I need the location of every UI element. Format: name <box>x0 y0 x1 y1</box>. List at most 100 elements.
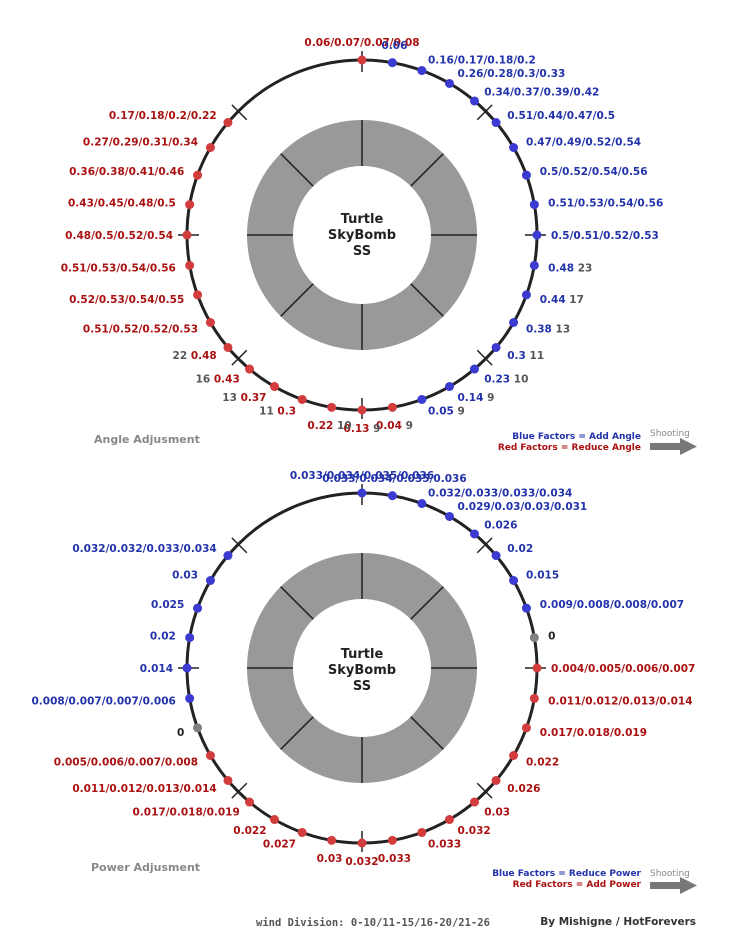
wind-label: 0.008/0.007/0.007/0.006 <box>31 695 175 707</box>
wind-dot <box>417 827 427 837</box>
angle-adjustment-diagram: 0.06/0.07/0.07/0.080.06 0.16/0.17/0.18/0.… <box>61 37 697 455</box>
wind-label: 0.017/0.018/0.019 <box>132 806 239 818</box>
wind-dot <box>185 200 195 210</box>
wind-dot <box>509 318 519 327</box>
wind-dot <box>469 529 479 539</box>
wind-dot <box>270 815 279 825</box>
ring-dividers <box>247 120 477 350</box>
wind-label: 11 0.3 <box>259 406 296 418</box>
wind-dot <box>223 551 233 561</box>
wind-dot <box>469 797 479 807</box>
factor-value: 0.44 <box>540 294 566 306</box>
wind-label: 0.43/0.45/0.48/0.5 <box>68 198 176 210</box>
wind-dot <box>529 693 539 703</box>
ring-tick <box>476 349 493 366</box>
wind-strength: 16 <box>196 373 211 385</box>
wind-dot <box>327 402 337 412</box>
wind-strength: 23 <box>578 262 593 274</box>
wind-label: 0.032/0.033/0.033/0.034 <box>428 487 572 499</box>
section-title: Power Adjusment <box>91 861 200 874</box>
factor-value: 0.3 <box>277 406 296 418</box>
center-label-line-3: SS <box>353 244 371 259</box>
wind-dot <box>205 751 215 760</box>
wind-dots <box>182 55 542 415</box>
factor-value: 0.22 <box>307 420 333 432</box>
wind-dot <box>387 835 397 845</box>
wind-label: 0.23 10 <box>484 373 528 385</box>
wind-label: 0.16/0.17/0.18/0.2 <box>428 54 536 66</box>
wind-dot <box>185 633 195 643</box>
wind-dot <box>417 66 427 76</box>
wind-label: 0.14 9 <box>458 392 495 404</box>
wind-dot <box>357 55 367 65</box>
wind-dot <box>297 827 307 837</box>
ring-tick <box>231 349 248 366</box>
center-label-line-3: SS <box>353 679 371 694</box>
ring-divider <box>410 716 444 750</box>
wind-strength: 13 <box>222 392 237 404</box>
wind-label: 0.05 9 <box>428 406 465 418</box>
wind-dot <box>297 394 307 404</box>
ring-tick <box>476 782 493 799</box>
ring-divider <box>280 153 314 187</box>
wind-dot <box>205 143 215 152</box>
ring-divider <box>410 283 444 317</box>
wind-dot <box>185 260 195 270</box>
wind-strength: 9 <box>458 406 465 418</box>
wind-label: 0.38 13 <box>526 324 570 336</box>
center-label-line-1: Turtle <box>341 647 384 662</box>
wind-dot <box>509 143 519 152</box>
wind-label: 0.026 <box>484 520 517 532</box>
wind-dot <box>205 318 215 327</box>
credit: By Mishigne / HotForevers <box>540 916 696 928</box>
wind-dot <box>491 342 501 352</box>
wind-label: 0.011/0.012/0.013/0.014 <box>72 783 216 795</box>
wind-label: 0 <box>548 631 555 643</box>
legend-blue: Blue Factors = Reduce Power <box>492 869 641 879</box>
wind-dot <box>245 797 255 807</box>
wind-label: 22 0.48 <box>173 350 217 362</box>
wind-strength: 9 <box>373 423 380 435</box>
wind-strength: 13 <box>556 324 571 336</box>
ring-tick <box>476 537 493 554</box>
wind-dot <box>491 551 501 561</box>
wind-label: 0.5/0.52/0.54/0.56 <box>540 166 648 178</box>
wind-label: 0 <box>177 727 184 739</box>
wind-dot <box>509 751 519 760</box>
wind-label: 13 0.37 <box>222 392 266 404</box>
wind-strength: 10 <box>337 420 352 432</box>
shooting-label: Shooting <box>650 429 690 439</box>
wind-label: 0.06/0.07/0.07/0.08 <box>304 37 419 49</box>
wind-label: 0.47/0.49/0.52/0.54 <box>526 137 641 149</box>
wind-dot <box>491 775 501 785</box>
factor-value: 0.04 <box>376 420 402 432</box>
wind-dot <box>529 200 539 210</box>
wind-dot <box>357 488 367 498</box>
factor-value: 0.48 <box>191 350 217 362</box>
legend-red: Red Factors = Reduce Angle <box>498 443 641 453</box>
wind-label: 0.017/0.018/0.019 <box>540 727 647 739</box>
wind-label: 0.5/0.51/0.52/0.53 <box>551 230 659 242</box>
wind-dot <box>491 118 501 128</box>
wind-label: 0.02 <box>507 543 533 555</box>
wind-dot <box>532 663 542 673</box>
wind-label: 0.22 10 <box>307 420 351 432</box>
shooting-arrow-icon <box>650 438 697 455</box>
wind-division-note: wind Division: 0-10/11-15/16-20/21-26 <box>256 917 490 929</box>
wind-dot <box>509 576 519 585</box>
wind-dot <box>469 364 479 374</box>
factor-value: 0.3 <box>507 350 526 362</box>
shooting-label: Shooting <box>650 869 690 879</box>
ring-tick <box>231 104 248 121</box>
ring-divider <box>410 586 444 620</box>
wind-strength: 9 <box>487 392 494 404</box>
wind-label: 0.03 <box>317 853 343 865</box>
wind-dot <box>245 364 255 374</box>
factor-value: 0.23 <box>484 373 510 385</box>
shooting-arrow-icon <box>650 877 697 894</box>
wind-label: 0.015 <box>526 570 559 582</box>
wind-label: 0.51/0.53/0.54/0.56 <box>61 262 176 274</box>
wind-labels: 0.033/0.034/0.035/0.0360.033/0.034/0.035… <box>31 470 695 868</box>
center-label-line-2: SkyBomb <box>328 663 396 678</box>
wind-label: 0.025 <box>151 599 184 611</box>
